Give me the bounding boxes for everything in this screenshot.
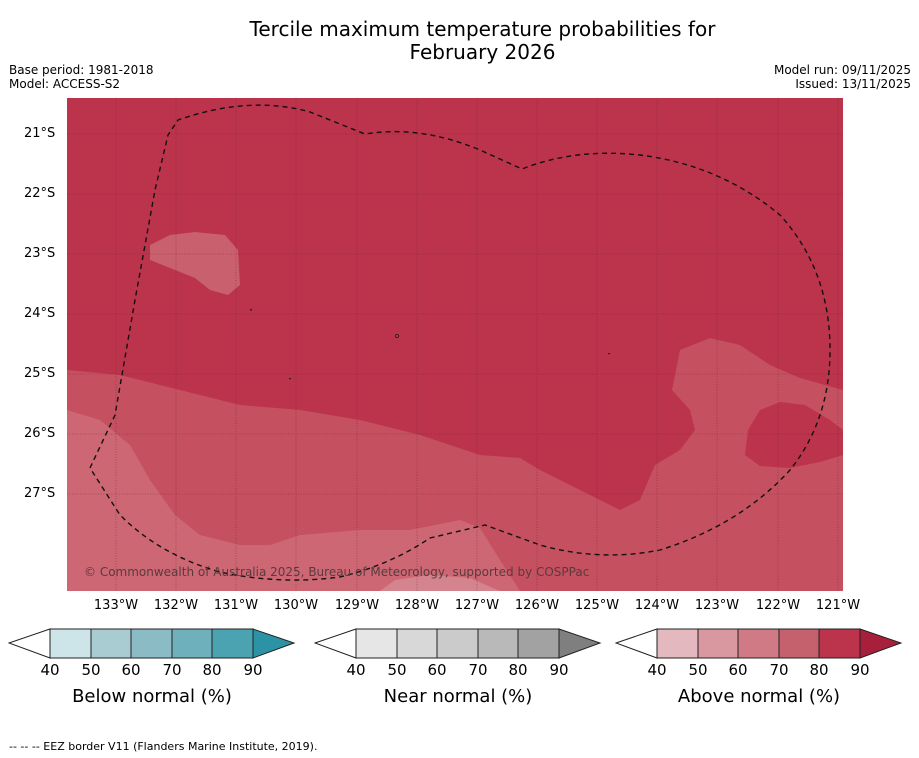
colorbar-above-tick-70: 70: [769, 661, 789, 679]
lon-label-125w: 125°W: [574, 598, 620, 613]
lat-label-23s: 23°S: [24, 246, 56, 261]
lon-label-126w: 126°W: [514, 598, 560, 613]
colorbar-swatch-2: [737, 628, 780, 659]
colorbar-above-tick-40: 40: [647, 661, 667, 679]
meta-right: Model run: 09/11/2025 Issued: 13/11/2025: [774, 63, 911, 91]
lon-label-131w: 131°W: [213, 598, 259, 613]
colorbar-near-tick-60: 60: [427, 661, 447, 679]
colorbar-above-tick-90: 90: [850, 661, 870, 679]
colorbar-near-tick-80: 80: [508, 661, 528, 679]
colorbar-swatch-2: [130, 628, 173, 659]
colorbar-near-label: Near normal (%): [383, 686, 533, 707]
lat-label-24s: 24°S: [24, 306, 56, 321]
region-above-60-southwest: [67, 410, 520, 591]
colorbar-swatch-4: [211, 628, 254, 659]
lat-label-25s: 25°S: [24, 366, 56, 381]
colorbar-swatch-1: [90, 628, 132, 659]
colorbar-swatch-1: [396, 628, 438, 659]
colorbar-swatch-5: [252, 628, 296, 659]
colorbar-near-normal: [314, 628, 602, 659]
title-line-2: February 2026: [409, 40, 556, 64]
meta-left: Base period: 1981-2018 Model: ACCESS-S2: [9, 63, 154, 91]
colorbar-swatch-0: [49, 628, 92, 659]
lon-label-124w: 124°W: [634, 598, 680, 613]
region-above-50-edge: [380, 575, 500, 591]
model-run: Model run: 09/11/2025: [773, 63, 911, 77]
lat-label-26s: 26°S: [24, 426, 56, 441]
colorbar-below-tick-40: 40: [40, 661, 60, 679]
colorbar-below-tick-70: 70: [162, 661, 182, 679]
eez-border: [89, 104, 831, 581]
lon-label-129w: 129°W: [334, 598, 380, 613]
base-period: Base period: 1981-2018: [9, 63, 154, 77]
colorbar-below-tick-50: 50: [81, 661, 101, 679]
issued-date: Issued: 13/11/2025: [795, 77, 911, 91]
colorbar-below-tick-80: 80: [202, 661, 222, 679]
model-name: Model: ACCESS-S2: [9, 77, 121, 91]
colorbar-swatch-5: [859, 628, 903, 659]
colorbar-above-normal: [615, 628, 903, 659]
region-above-60-island: [150, 232, 240, 295]
eez-legend-note: -- -- -- EEZ border V11 (Flanders Marine…: [9, 740, 318, 753]
colorbar-swatch-4: [517, 628, 560, 659]
lon-label-132w: 132°W: [153, 598, 199, 613]
region-above-70-south: [67, 338, 843, 591]
lat-label-21s: 21°S: [24, 126, 56, 141]
colorbar-swatch-3: [171, 628, 213, 659]
lon-label-133w: 133°W: [93, 598, 139, 613]
colorbar-below-tick-60: 60: [121, 661, 141, 679]
colorbar-swatch-5: [558, 628, 602, 659]
colorbar-above-tick-60: 60: [728, 661, 748, 679]
islands: [250, 309, 610, 380]
colorbar-near-tick-70: 70: [468, 661, 488, 679]
colorbar-swatch-3: [477, 628, 519, 659]
lon-label-128w: 128°W: [394, 598, 440, 613]
colorbar-below-normal: [8, 628, 296, 659]
colorbar-near-tick-90: 90: [549, 661, 569, 679]
lon-label-123w: 123°W: [694, 598, 740, 613]
lat-label-27s: 27°S: [24, 486, 56, 501]
colorbar-swatch-0: [355, 628, 398, 659]
colorbar-below-label: Below normal (%): [72, 686, 232, 707]
colorbar-below-tick-90: 90: [243, 661, 263, 679]
lon-label-127w: 127°W: [454, 598, 500, 613]
colorbar-near-tick-50: 50: [387, 661, 407, 679]
colorbar-swatch-2: [436, 628, 479, 659]
grid-lines: [67, 98, 843, 591]
lat-label-22s: 22°S: [24, 186, 56, 201]
copyright-notice: © Commonwealth of Australia 2025, Bureau…: [84, 565, 590, 579]
colorbar-above-tick-80: 80: [809, 661, 829, 679]
colorbar-swatch-4: [818, 628, 861, 659]
colorbar-swatch-1: [697, 628, 739, 659]
lon-label-122w: 122°W: [755, 598, 801, 613]
map-title: Tercile maximum temperature probabilitie…: [0, 18, 919, 64]
lon-label-121w: 121°W: [815, 598, 861, 613]
colorbar-above-tick-50: 50: [688, 661, 708, 679]
colorbar-swatch-0: [656, 628, 699, 659]
colorbar-near-tick-40: 40: [346, 661, 366, 679]
colorbar-swatch-3: [778, 628, 820, 659]
lon-label-130w: 130°W: [273, 598, 319, 613]
colorbar-above-label: Above normal (%): [677, 686, 841, 707]
title-line-1: Tercile maximum temperature probabilitie…: [249, 17, 716, 41]
